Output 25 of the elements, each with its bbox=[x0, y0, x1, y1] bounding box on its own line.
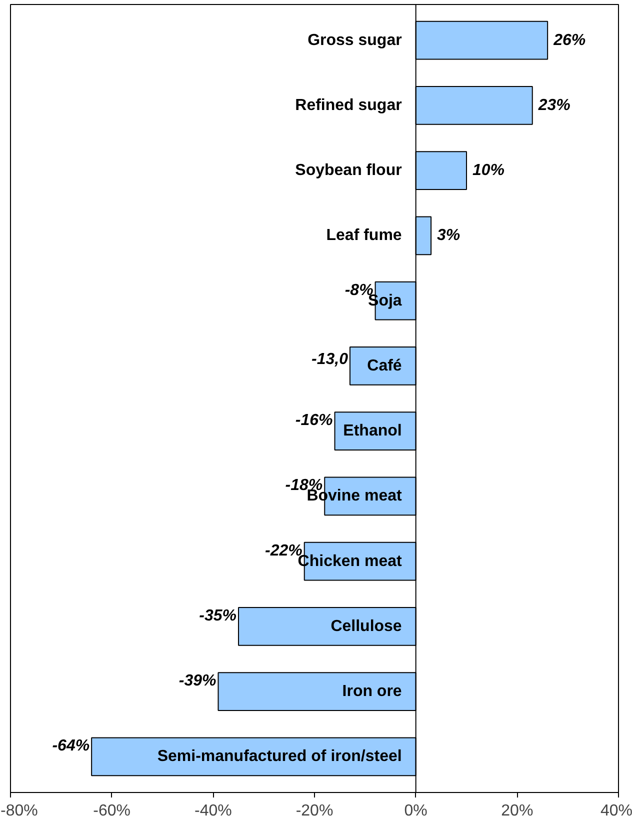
x-tick-label: -20% bbox=[296, 802, 334, 820]
data-label: 23% bbox=[537, 96, 570, 114]
y-tick-label: Semi-manufactured of iron/steel bbox=[157, 748, 402, 766]
data-label: 3% bbox=[437, 227, 460, 244]
data-label: -13,0 bbox=[312, 350, 348, 368]
y-tick-label: Café bbox=[367, 357, 402, 374]
data-label: -35% bbox=[199, 607, 237, 624]
y-tick-label: Ethanol bbox=[343, 422, 402, 440]
x-tick-label: -60% bbox=[93, 802, 131, 820]
y-tick-label: Leaf fume bbox=[326, 227, 402, 244]
y-tick-label: Cellulose bbox=[330, 618, 402, 635]
x-tick-label: 0% bbox=[404, 802, 428, 820]
y-tick-label: Gross sugar bbox=[308, 32, 402, 49]
data-label: 26% bbox=[552, 32, 586, 49]
data-label: 10% bbox=[472, 162, 505, 180]
data-label: -39% bbox=[178, 672, 216, 690]
y-tick-label: Iron ore bbox=[342, 683, 402, 700]
x-tick-label: 40% bbox=[600, 802, 632, 820]
x-tick-label: -40% bbox=[194, 802, 232, 820]
data-label: -64% bbox=[52, 738, 90, 755]
y-tick-label: Soybean flour bbox=[295, 162, 402, 180]
x-tick-label: -80% bbox=[0, 802, 38, 820]
data-label: -16% bbox=[295, 412, 333, 430]
y-tick-label: Refined sugar bbox=[295, 96, 402, 114]
x-tick-label: 20% bbox=[501, 802, 534, 820]
